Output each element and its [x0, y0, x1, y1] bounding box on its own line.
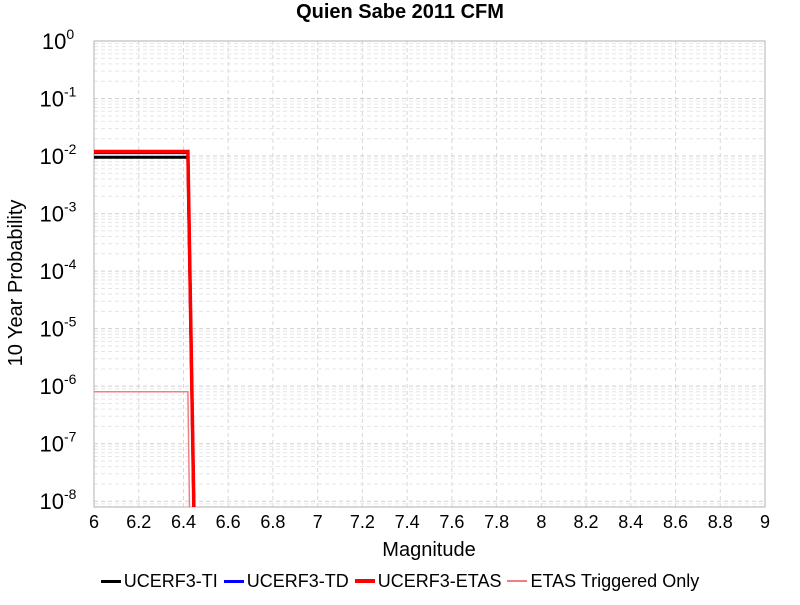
x-axis-label: Magnitude	[382, 539, 475, 561]
legend-swatch	[507, 580, 528, 582]
series-line-ucerf3-etas	[94, 149, 196, 507]
series-layer	[94, 149, 196, 507]
x-tick-label: 6.8	[260, 512, 285, 532]
y-tick-label: 10-3	[40, 199, 77, 227]
x-tick-label: 8.8	[708, 512, 733, 532]
plot-area	[93, 40, 766, 508]
y-axis-label: 10 Year Probability	[5, 200, 27, 367]
x-tick-label: 6.6	[216, 512, 241, 532]
legend-label: UCERF3-TI	[123, 570, 218, 591]
legend-swatch	[100, 579, 121, 583]
y-tick-label: 10-2	[40, 141, 77, 169]
legend-item: ETAS Triggered Only	[507, 571, 699, 592]
legend-label: UCERF3-TD	[246, 570, 349, 591]
x-tick-label: 6	[89, 512, 99, 532]
x-tick-label: 8	[536, 512, 546, 532]
chart-title: Quien Sabe 2011 CFM	[296, 1, 504, 23]
y-tick-label: 10-4	[40, 256, 77, 284]
legend-item: UCERF3-ETAS	[354, 570, 502, 592]
y-axis-ticks: 100 10-1 10-2 10-3 10-4 10-5 10-6 10-7 10-8	[40, 26, 77, 514]
legend-item: UCERF3-TD	[223, 570, 349, 592]
legend-swatch	[223, 579, 244, 583]
x-tick-label: 8.4	[618, 512, 643, 532]
y-tick-label: 100	[42, 26, 74, 54]
x-axis-ticks: 6 6.2 6.4 6.6 6.8 7 7.2 7.4 7.6 7.8 8 8.2 8.4 8.6 8.8 9	[89, 512, 770, 532]
x-tick-label: 7	[313, 512, 323, 532]
y-tick-label: 10-6	[40, 371, 77, 399]
x-tick-label: 7.6	[439, 512, 464, 532]
series-line-ucerf3-ti	[94, 155, 196, 507]
x-tick-label: 6.4	[171, 512, 196, 532]
legend: UCERF3-TI UCERF3-TD UCERF3-ETAS ETAS Trigge…	[0, 568, 800, 594]
y-tick-label: 10-7	[40, 429, 77, 457]
x-tick-label: 8.6	[663, 512, 688, 532]
x-tick-label: 8.2	[574, 512, 599, 532]
legend-item: UCERF3-TI	[100, 570, 218, 592]
series-line-etas-triggered-only	[94, 391, 191, 507]
x-tick-label: 9	[760, 512, 770, 532]
legend-label: ETAS Triggered Only	[530, 570, 700, 591]
legend-swatch	[354, 579, 375, 583]
y-tick-label: 10-5	[40, 314, 77, 342]
x-tick-label: 6.2	[126, 512, 151, 532]
y-tick-label: 10-8	[40, 486, 77, 514]
legend-label: UCERF3-ETAS	[377, 570, 502, 591]
y-tick-label: 10-1	[40, 84, 77, 112]
x-tick-label: 7.8	[484, 512, 509, 532]
x-tick-label: 7.2	[350, 512, 375, 532]
grid	[93, 41, 766, 508]
x-tick-label: 7.4	[395, 512, 420, 532]
